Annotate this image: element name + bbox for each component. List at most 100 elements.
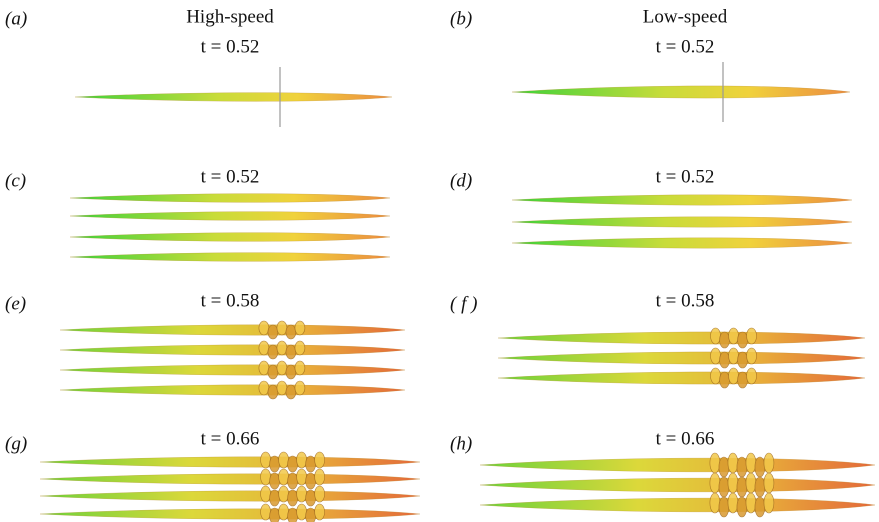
instability	[285, 344, 297, 360]
vortex-tube	[497, 371, 866, 385]
instability	[269, 455, 280, 473]
vortex-tube	[59, 324, 406, 336]
instability	[258, 340, 270, 356]
vortex-tube	[74, 92, 393, 102]
instability	[258, 360, 270, 376]
instability	[745, 452, 757, 474]
instability	[727, 472, 739, 494]
instability	[710, 347, 721, 365]
instability	[728, 367, 739, 385]
instability	[737, 371, 748, 389]
time-label: t = 0.52	[201, 166, 260, 187]
instability	[296, 468, 307, 486]
panel-label: (d)	[450, 170, 472, 191]
instability	[314, 451, 325, 469]
vortex-tube	[479, 477, 876, 493]
instability	[746, 327, 757, 345]
instability	[269, 489, 280, 507]
vortex-tube	[69, 211, 391, 221]
instability	[276, 360, 288, 376]
instability	[285, 364, 297, 380]
instability	[737, 331, 748, 349]
panel-label: (c)	[5, 170, 26, 191]
instability	[294, 360, 306, 376]
instability	[314, 485, 325, 503]
instability	[278, 468, 289, 486]
instability	[296, 503, 307, 521]
instability	[727, 492, 739, 514]
column-title: High-speed	[186, 6, 274, 27]
instability	[260, 503, 271, 521]
instability	[754, 476, 766, 498]
panel-label: (g)	[5, 433, 27, 454]
vortex-tube	[39, 473, 421, 485]
instability	[746, 347, 757, 365]
instability	[296, 485, 307, 503]
instability	[314, 503, 325, 521]
instability	[267, 384, 279, 400]
instability	[719, 351, 730, 369]
instability	[736, 476, 748, 498]
instability	[294, 320, 306, 336]
instability	[709, 472, 721, 494]
instability	[763, 492, 775, 514]
instability	[294, 380, 306, 396]
time-label: t = 0.66	[201, 428, 260, 449]
instability	[709, 452, 721, 474]
panel-label: (b)	[450, 8, 472, 29]
instability	[296, 451, 307, 469]
instability	[709, 492, 721, 514]
vortex-tube	[69, 252, 391, 262]
instability	[718, 496, 730, 518]
vortex-tube	[59, 344, 406, 356]
instability	[728, 327, 739, 345]
instability	[314, 468, 325, 486]
instability	[737, 351, 748, 369]
instability	[718, 456, 730, 478]
instability	[745, 492, 757, 514]
vortex-tube	[511, 85, 851, 99]
instability	[710, 367, 721, 385]
instability	[745, 472, 757, 494]
instability	[736, 496, 748, 518]
time-label: t = 0.52	[656, 166, 715, 187]
instability	[305, 489, 316, 507]
instability	[719, 331, 730, 349]
instability	[267, 344, 279, 360]
instability	[276, 320, 288, 336]
vortex-tube	[39, 490, 421, 502]
instability	[267, 364, 279, 380]
vortex-tube	[497, 331, 866, 345]
vortex-tube	[39, 508, 421, 520]
instability	[258, 380, 270, 396]
instability	[269, 507, 280, 522]
instability	[305, 455, 316, 473]
instability	[278, 485, 289, 503]
instability	[719, 371, 730, 389]
instability	[728, 347, 739, 365]
vortex-tube	[39, 456, 421, 468]
vortex-tube	[511, 194, 853, 206]
vortex-tube	[69, 193, 391, 203]
instability	[276, 340, 288, 356]
instability	[269, 472, 280, 490]
instability	[727, 452, 739, 474]
instability	[260, 468, 271, 486]
instability	[763, 472, 775, 494]
instability	[260, 451, 271, 469]
instability	[285, 384, 297, 400]
instability	[287, 472, 298, 490]
instability	[763, 452, 775, 474]
panel-label: ( f )	[450, 293, 477, 314]
instability	[260, 485, 271, 503]
instability	[276, 380, 288, 396]
instability	[287, 489, 298, 507]
column-title: Low-speed	[643, 6, 728, 27]
instability	[287, 507, 298, 522]
time-label: t = 0.58	[201, 290, 260, 311]
vortex-tube	[479, 497, 876, 513]
instability	[746, 367, 757, 385]
time-label: t = 0.52	[656, 36, 715, 57]
instability	[710, 327, 721, 345]
